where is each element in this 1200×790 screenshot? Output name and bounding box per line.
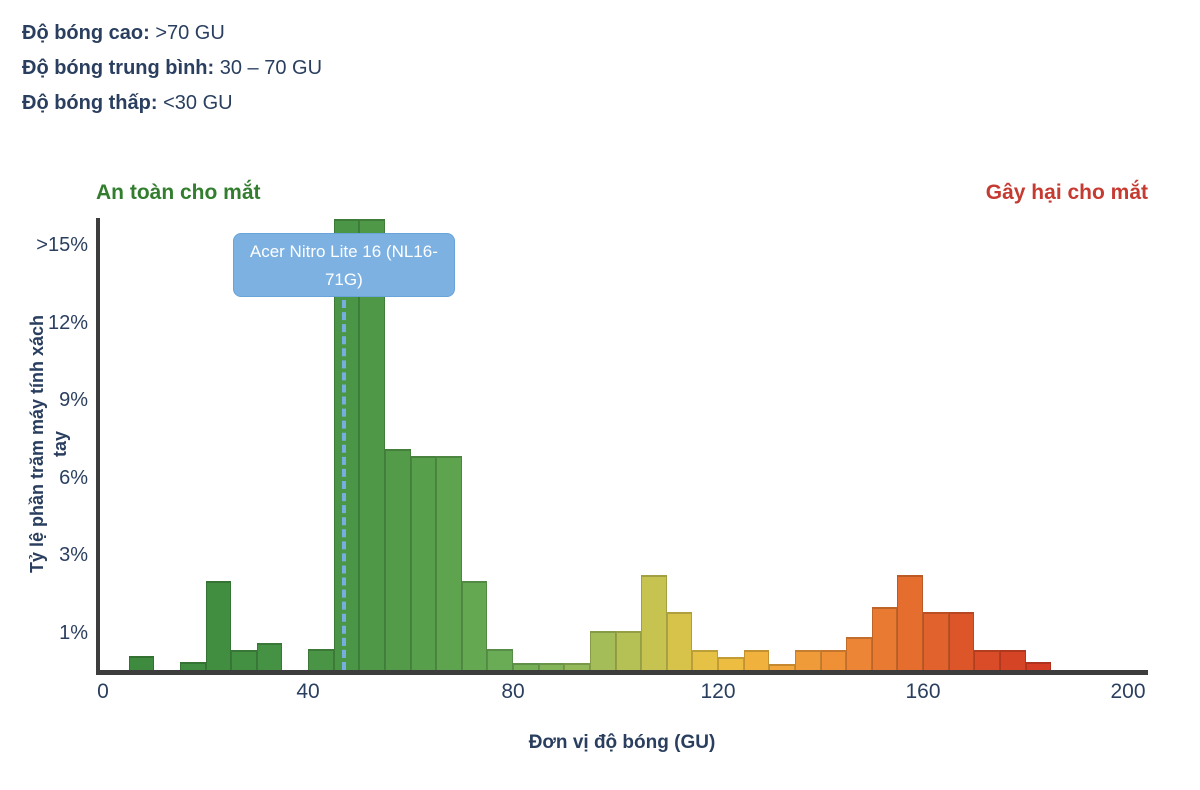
histogram-bar[interactable] xyxy=(205,581,232,670)
plot-area: Acer Nitro Lite 16 (NL16- 71G) xyxy=(100,218,1148,670)
y-tick-label: 3% xyxy=(59,544,88,566)
gloss-legend: Độ bóng cao: >70 GU Độ bóng trung bình: … xyxy=(22,16,322,121)
laptop-tooltip-line2: 71G) xyxy=(324,270,363,289)
safe-zone-heading: An toàn cho mắt xyxy=(96,181,261,204)
x-tick-label: 0 xyxy=(97,680,109,703)
histogram-bar[interactable] xyxy=(308,649,334,670)
y-tick-label: 12% xyxy=(47,311,88,334)
histogram-bar[interactable] xyxy=(666,612,693,670)
histogram-bar[interactable] xyxy=(846,637,872,670)
histogram-bar[interactable] xyxy=(948,612,975,670)
y-tick-label: 9% xyxy=(59,389,88,411)
x-axis-ticks: 0 40 80 120 160 200 xyxy=(97,680,1148,710)
histogram-bar[interactable] xyxy=(897,575,923,670)
x-tick-label: 120 xyxy=(700,680,736,703)
histogram-plot: Acer Nitro Lite 16 (NL16- 71G) xyxy=(96,218,1148,675)
x-tick-label: 200 xyxy=(1110,680,1146,703)
legend-label-medium: Độ bóng trung bình: xyxy=(22,57,215,79)
y-axis-title-line1: Tỷ lệ phần trăm máy tính xách xyxy=(27,314,47,574)
histogram-bar[interactable] xyxy=(436,456,462,670)
x-axis-title: Đơn vị độ bóng (GU) xyxy=(528,732,716,753)
histogram-bar[interactable] xyxy=(538,663,565,670)
histogram-bar[interactable] xyxy=(384,449,411,670)
histogram-bar[interactable] xyxy=(513,663,539,670)
legend-label-low: Độ bóng thấp: xyxy=(22,92,158,114)
histogram-bar[interactable] xyxy=(794,650,821,670)
histogram-bar[interactable] xyxy=(128,656,155,670)
histogram-bar[interactable] xyxy=(769,664,795,670)
histogram-bar[interactable] xyxy=(1025,662,1052,670)
x-tick-label: 80 xyxy=(501,680,525,703)
histogram-bar[interactable] xyxy=(589,631,616,670)
histogram-bar[interactable] xyxy=(641,575,667,670)
legend-line-high: Độ bóng cao: >70 GU xyxy=(22,16,322,51)
histogram-bar[interactable] xyxy=(871,607,898,670)
laptop-tooltip: Acer Nitro Lite 16 (NL16- 71G) xyxy=(232,233,455,297)
histogram-bar[interactable] xyxy=(974,650,1000,670)
histogram-bar[interactable] xyxy=(820,650,847,670)
y-tick-label: 6% xyxy=(59,466,88,489)
histogram-bar[interactable] xyxy=(999,650,1026,670)
histogram-bar[interactable] xyxy=(179,662,206,670)
histogram-bar[interactable] xyxy=(564,663,590,670)
legend-line-medium: Độ bóng trung bình: 30 – 70 GU xyxy=(22,51,322,86)
histogram-bar[interactable] xyxy=(743,650,770,670)
selected-laptop-marker-line xyxy=(341,300,346,670)
harmful-zone-heading: Gây hại cho mắt xyxy=(985,181,1148,204)
y-axis-title-line2: tay xyxy=(50,431,70,458)
legend-value-medium: 30 – 70 GU xyxy=(214,57,323,79)
y-tick-label: >15% xyxy=(36,234,88,256)
histogram-bar[interactable] xyxy=(923,612,949,670)
histogram-bar[interactable] xyxy=(461,581,488,670)
legend-label-high: Độ bóng cao: xyxy=(22,22,150,44)
x-tick-label: 160 xyxy=(905,680,941,703)
legend-value-low: <30 GU xyxy=(157,92,233,114)
y-axis-title: Tỷ lệ phần trăm máy tính xách tay xyxy=(26,218,74,670)
histogram-bar[interactable] xyxy=(487,649,513,670)
histogram-bar[interactable] xyxy=(615,631,642,670)
histogram-bar[interactable] xyxy=(692,650,718,670)
legend-value-high: >70 GU xyxy=(149,22,225,44)
histogram-bar[interactable] xyxy=(718,657,744,670)
legend-line-low: Độ bóng thấp: <30 GU xyxy=(22,86,322,121)
histogram-bar[interactable] xyxy=(256,643,283,670)
histogram-bar[interactable] xyxy=(410,456,437,670)
histogram-bar[interactable] xyxy=(231,650,257,670)
laptop-tooltip-line1: Acer Nitro Lite 16 (NL16- xyxy=(249,242,438,261)
x-tick-label: 40 xyxy=(296,680,320,703)
y-tick-label: 1% xyxy=(59,621,88,644)
